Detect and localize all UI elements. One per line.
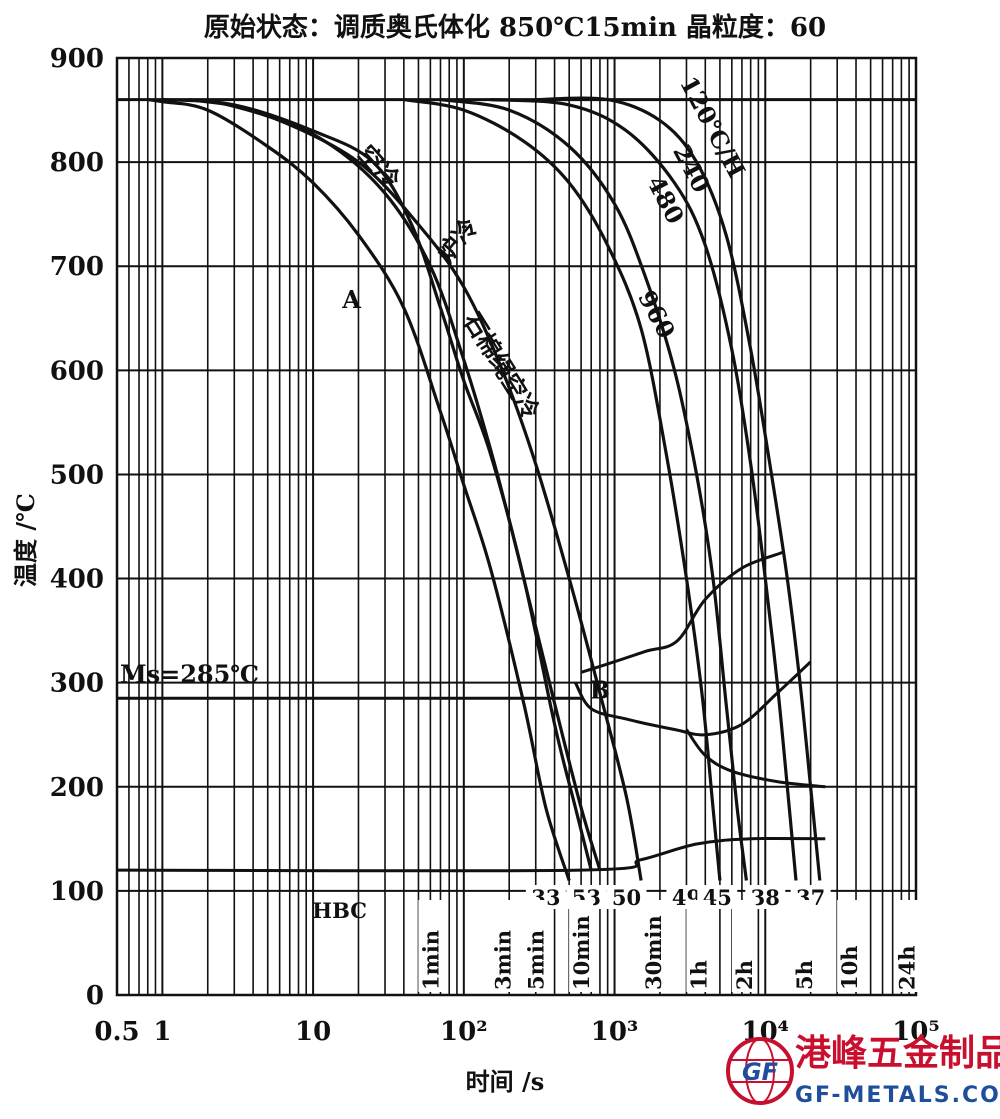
x-axis-label: 时间 /s <box>466 1067 545 1096</box>
x-tick-label: 10⁵ <box>892 1017 940 1047</box>
y-tick-label: 800 <box>50 148 104 178</box>
y-tick-label: 400 <box>50 565 104 595</box>
x-tick-label: 1 <box>153 1017 171 1047</box>
y-tick-label: 0 <box>86 981 104 1011</box>
time-mark-background <box>686 900 711 992</box>
x-tick-label: 0.5 <box>94 1017 139 1047</box>
watermark-name: 港峰五金制品 <box>795 1032 1000 1074</box>
y-tick-label: 700 <box>50 252 104 282</box>
transformation-boundary <box>116 836 826 873</box>
gf-globe-icon: GF <box>726 1037 794 1105</box>
cooling-curves <box>147 96 822 881</box>
time-mark-label: 5h <box>792 960 817 990</box>
x-tick-label: 10² <box>440 1017 488 1047</box>
time-mark-label: 3min <box>490 930 515 990</box>
y-axis-label: 温度 /℃ <box>11 493 40 587</box>
y-tick-label: 200 <box>50 773 104 803</box>
region-label: A <box>341 285 361 314</box>
time-mark-label: 5min <box>524 930 549 990</box>
time-mark-label: 10h <box>837 946 862 991</box>
cooling-curve <box>535 96 822 881</box>
time-mark-background <box>791 900 816 992</box>
y-tick-label: 600 <box>50 356 104 386</box>
hardness-value: 50 <box>612 885 641 910</box>
time-mark-label: 1min <box>418 930 443 990</box>
time-mark-background <box>523 900 548 992</box>
x-tick-label: 10 <box>295 1017 331 1047</box>
watermark-logo: GF 港峰五金制品 GF-METALS.COM <box>726 1032 1000 1108</box>
cooling-curve <box>147 98 571 881</box>
hardness-value-background <box>606 885 647 909</box>
region-label: B <box>590 675 610 704</box>
curve-label: 石棉绳空冷 <box>457 306 546 424</box>
cooling-curve <box>490 98 798 881</box>
y-tick-label: 100 <box>50 877 104 907</box>
time-mark-label: 2h <box>732 960 757 990</box>
time-mark-background <box>490 900 515 992</box>
plot-frame <box>115 56 918 997</box>
hardness-label: HBC <box>312 898 367 923</box>
watermark-site: GF-METALS.COM <box>795 1083 1000 1108</box>
time-mark-background <box>837 900 862 992</box>
y-tick-label: 300 <box>50 669 104 699</box>
time-mark-label: 24h <box>894 946 919 991</box>
time-mark-background <box>731 900 756 992</box>
transformation-boundary <box>580 551 783 674</box>
curve-label: 960 <box>632 285 681 343</box>
time-mark-background <box>418 900 443 992</box>
y-tick-label: 900 <box>50 44 104 74</box>
time-mark-background <box>569 900 594 992</box>
time-mark-background <box>641 900 666 992</box>
time-mark-label: 1h <box>686 960 711 990</box>
emblem-text: GF <box>742 1058 779 1086</box>
y-tick-label: 500 <box>50 460 104 490</box>
cooling-curve <box>162 98 593 871</box>
axis-ticks: 0 100 200 300 400 500 600 700 800 900 0.5 1 10 10² 10³… <box>50 44 940 1047</box>
time-mark-background <box>894 900 919 992</box>
curve-label: 炉冷 <box>431 212 484 267</box>
grid <box>117 58 916 995</box>
cooling-curve <box>440 98 748 881</box>
x-tick-label: 10³ <box>591 1017 639 1047</box>
curve-label: 空冷 <box>353 139 407 194</box>
transformation-lines <box>116 98 916 873</box>
cooling-curve <box>188 98 602 871</box>
chart-title: 原始状态：调质奥氏体化 850℃15min 晶粒度：60 <box>204 12 826 43</box>
ms-label: Ms=285℃ <box>120 659 259 688</box>
time-mark-label: 30min <box>641 915 666 990</box>
cooling-curve <box>207 98 643 881</box>
time-mark-label: 10min <box>569 915 594 990</box>
cooling-curve <box>403 98 722 881</box>
